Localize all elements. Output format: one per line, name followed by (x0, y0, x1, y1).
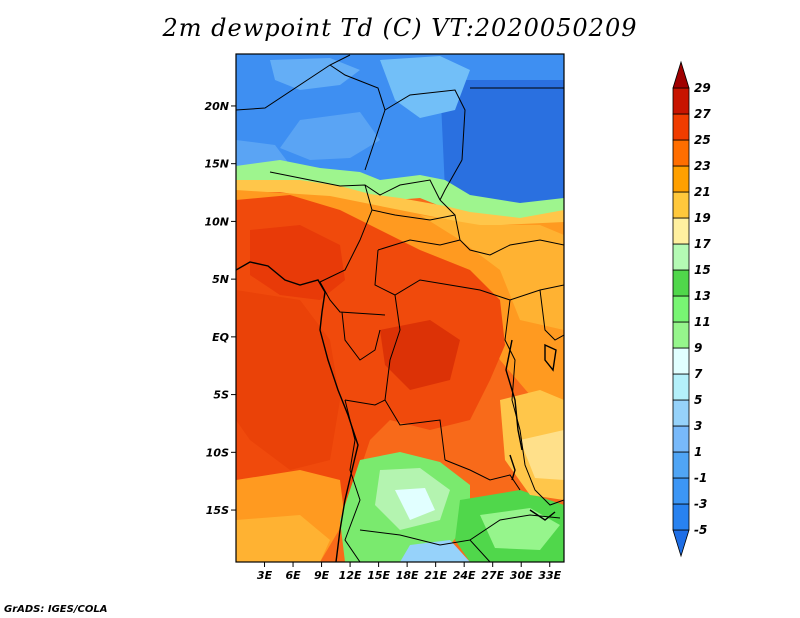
latitude-axis: 20N 15N 10N 5N EQ 5S 10S 15S (204, 100, 236, 517)
coastline (236, 261, 557, 562)
colorbar-swatch (672, 347, 690, 375)
lat-tick-label: 5S (213, 389, 229, 402)
lon-tick-label: 12E (339, 569, 362, 582)
country-boundaries (236, 54, 564, 562)
lon-tick-label: 9E (314, 569, 330, 582)
colorbar-level-label: 11 (694, 315, 711, 329)
lon-tick-label: 21E (424, 569, 447, 582)
lat-tick-label: 20N (204, 100, 229, 113)
colorbar-swatch (672, 269, 690, 297)
colorbar-level-label: 13 (694, 289, 711, 303)
colorbar-level-label: 1 (694, 445, 702, 459)
colorbar-swatch (672, 113, 690, 141)
colorbar-swatch (672, 399, 690, 427)
longitude-axis: 3E 6E 9E 12E 15E 18E 21E 24E 27E 30E 33E (257, 562, 562, 582)
colorbar-swatch (672, 60, 690, 89)
colorbar-level-label: 23 (694, 159, 711, 173)
colorbar-swatch (672, 217, 690, 245)
colorbar-level-label: -5 (694, 523, 707, 537)
lat-tick-label: 5N (212, 273, 229, 286)
lon-tick-label: 15E (367, 569, 390, 582)
colorbar-swatch (672, 373, 690, 401)
colorbar-swatch (672, 451, 690, 479)
lon-tick-label: 27E (481, 569, 504, 582)
lat-tick-label: 10S (206, 446, 229, 459)
lat-tick-label: 15N (204, 158, 229, 171)
lon-tick-label: 18E (396, 569, 419, 582)
colorbar-level-label: 3 (694, 419, 702, 433)
map-frame (235, 53, 565, 563)
colorbar-level-label: -3 (694, 497, 707, 511)
colorbar-level-label: -1 (694, 471, 707, 485)
lon-tick-label: 3E (257, 569, 273, 582)
colorbar-swatch (672, 139, 690, 167)
lat-tick-label: 10N (204, 215, 229, 228)
colorbar-level-label: 17 (694, 237, 711, 251)
lat-tick-label: EQ (212, 331, 229, 344)
colorbar-swatch (672, 87, 690, 115)
grads-credit: GrADS: IGES/COLA (4, 604, 108, 615)
dewpoint-field (236, 54, 564, 562)
lon-tick-label: 33E (538, 569, 561, 582)
colorbar-level-label: 29 (694, 81, 711, 95)
colorbar-swatch (672, 503, 690, 531)
colorbar-level-label: 27 (694, 107, 711, 121)
colorbar-swatch (672, 191, 690, 219)
colorbar-swatch (672, 243, 690, 271)
colorbar-level-label: 15 (694, 263, 711, 277)
colorbar-level-label: 21 (694, 185, 711, 199)
lat-tick-label: 15S (206, 504, 229, 517)
colorbar-level-label: 9 (694, 341, 702, 355)
colorbar-swatch (672, 425, 690, 453)
colorbar-level-label: 25 (694, 133, 711, 147)
colorbar-swatch (672, 165, 690, 193)
map-title: 2m dewpoint Td (C) VT:2020050209 (162, 14, 638, 42)
lon-tick-label: 6E (285, 569, 301, 582)
colorbar-level-label: 5 (694, 393, 702, 407)
lon-tick-label: 24E (453, 569, 476, 582)
colorbar-swatch (672, 295, 690, 323)
colorbar-swatch (672, 321, 690, 349)
colorbar-swatch (672, 529, 690, 558)
colorbar-swatch (672, 477, 690, 505)
colorbar-level-label: 7 (694, 367, 703, 381)
lon-tick-label: 30E (510, 569, 533, 582)
colorbar-level-label: 19 (694, 211, 711, 225)
